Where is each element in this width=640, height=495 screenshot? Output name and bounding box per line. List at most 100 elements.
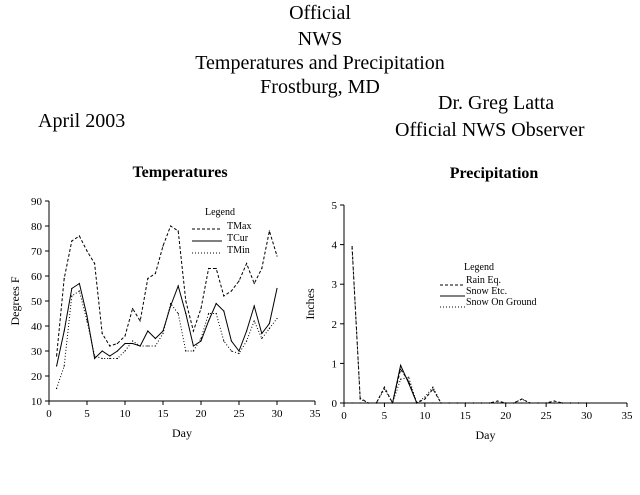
data-point (246, 340, 248, 342)
data-point (200, 307, 202, 310)
data-point (383, 386, 386, 388)
data-point (521, 398, 523, 400)
data-point (223, 310, 225, 312)
y-tick-label: 5 (332, 200, 338, 212)
data-point (480, 402, 483, 404)
legend-label: TMin (227, 245, 250, 256)
data-point (351, 402, 353, 404)
x-axis-label: Day (172, 426, 192, 440)
data-point (162, 332, 164, 335)
data-point (116, 350, 118, 352)
data-point (200, 337, 202, 340)
header-line-location: Frostburg, MD (260, 76, 380, 98)
data-point (408, 382, 410, 384)
data-point (86, 315, 88, 317)
data-point (400, 378, 402, 380)
data-point (268, 230, 270, 232)
data-point (569, 402, 572, 404)
y-tick-label: 60 (31, 271, 43, 283)
data-point (185, 300, 187, 302)
y-tick-label: 4 (332, 240, 338, 252)
y-tick-label: 30 (31, 346, 43, 358)
data-point (497, 402, 499, 404)
data-point (116, 342, 118, 345)
data-point (185, 312, 187, 315)
header-observer-name: Dr. Greg Latta (438, 92, 555, 114)
data-point (276, 255, 278, 257)
data-point (78, 290, 80, 292)
chart-title: Precipitation (450, 165, 539, 182)
x-tick-label: 0 (46, 408, 52, 420)
data-point (94, 357, 96, 360)
data-point (147, 330, 149, 332)
data-point (56, 365, 58, 367)
data-point (513, 402, 515, 404)
x-tick-label: 20 (196, 408, 208, 420)
x-tick-label: 0 (341, 410, 347, 422)
series-line-tcur (56, 282, 278, 367)
data-point (472, 402, 474, 404)
data-point (351, 247, 353, 250)
legend-label: TMax (227, 221, 251, 232)
data-point (56, 387, 58, 390)
data-point (63, 330, 65, 332)
data-point (351, 245, 353, 248)
data-point (253, 320, 255, 322)
data-point (230, 340, 232, 342)
data-point (94, 262, 96, 265)
x-tick-label: 5 (382, 410, 388, 422)
data-point (432, 388, 434, 390)
data-point (537, 402, 539, 404)
data-point (391, 402, 394, 404)
data-point (400, 364, 402, 366)
data-point (170, 302, 172, 305)
data-point (132, 342, 134, 345)
x-tick-label: 35 (310, 408, 322, 420)
x-tick-label: 30 (272, 408, 284, 420)
data-point (246, 262, 248, 265)
series-line-tmax (56, 225, 278, 357)
y-tick-label: 50 (31, 296, 43, 308)
y-axis-label: Inches (303, 288, 317, 320)
data-point (147, 345, 149, 347)
data-point (261, 332, 263, 335)
legend-label: Snow Etc. (466, 286, 507, 297)
data-point (208, 267, 210, 270)
data-point (440, 402, 442, 404)
data-point (238, 352, 240, 355)
data-point (71, 240, 73, 242)
data-point (63, 365, 65, 367)
data-point (464, 402, 466, 404)
data-point (456, 402, 458, 404)
data-point (109, 345, 111, 347)
data-point (416, 402, 418, 404)
y-tick-label: 10 (31, 396, 43, 408)
data-point (223, 295, 225, 297)
data-point (124, 350, 126, 352)
data-point (230, 290, 232, 292)
data-point (553, 400, 555, 402)
data-point (488, 402, 491, 404)
data-point (101, 357, 103, 360)
data-point (432, 386, 434, 388)
data-point (424, 402, 426, 404)
data-point (215, 312, 217, 315)
x-tick-label: 15 (460, 410, 472, 422)
data-point (497, 400, 499, 402)
data-point (367, 402, 369, 404)
data-point (276, 287, 278, 290)
data-point (424, 396, 426, 398)
header-line-official: Official (289, 2, 351, 24)
data-point (585, 402, 588, 404)
data-point (359, 398, 361, 400)
data-point (71, 295, 73, 297)
data-point (208, 320, 210, 322)
data-point (101, 350, 103, 352)
legend-title: Legend (464, 262, 494, 273)
data-point (109, 357, 111, 360)
data-point (268, 322, 270, 325)
data-point (154, 272, 156, 275)
series-line-snow-etc- (352, 363, 587, 404)
data-point (139, 345, 141, 347)
data-point (139, 320, 141, 322)
